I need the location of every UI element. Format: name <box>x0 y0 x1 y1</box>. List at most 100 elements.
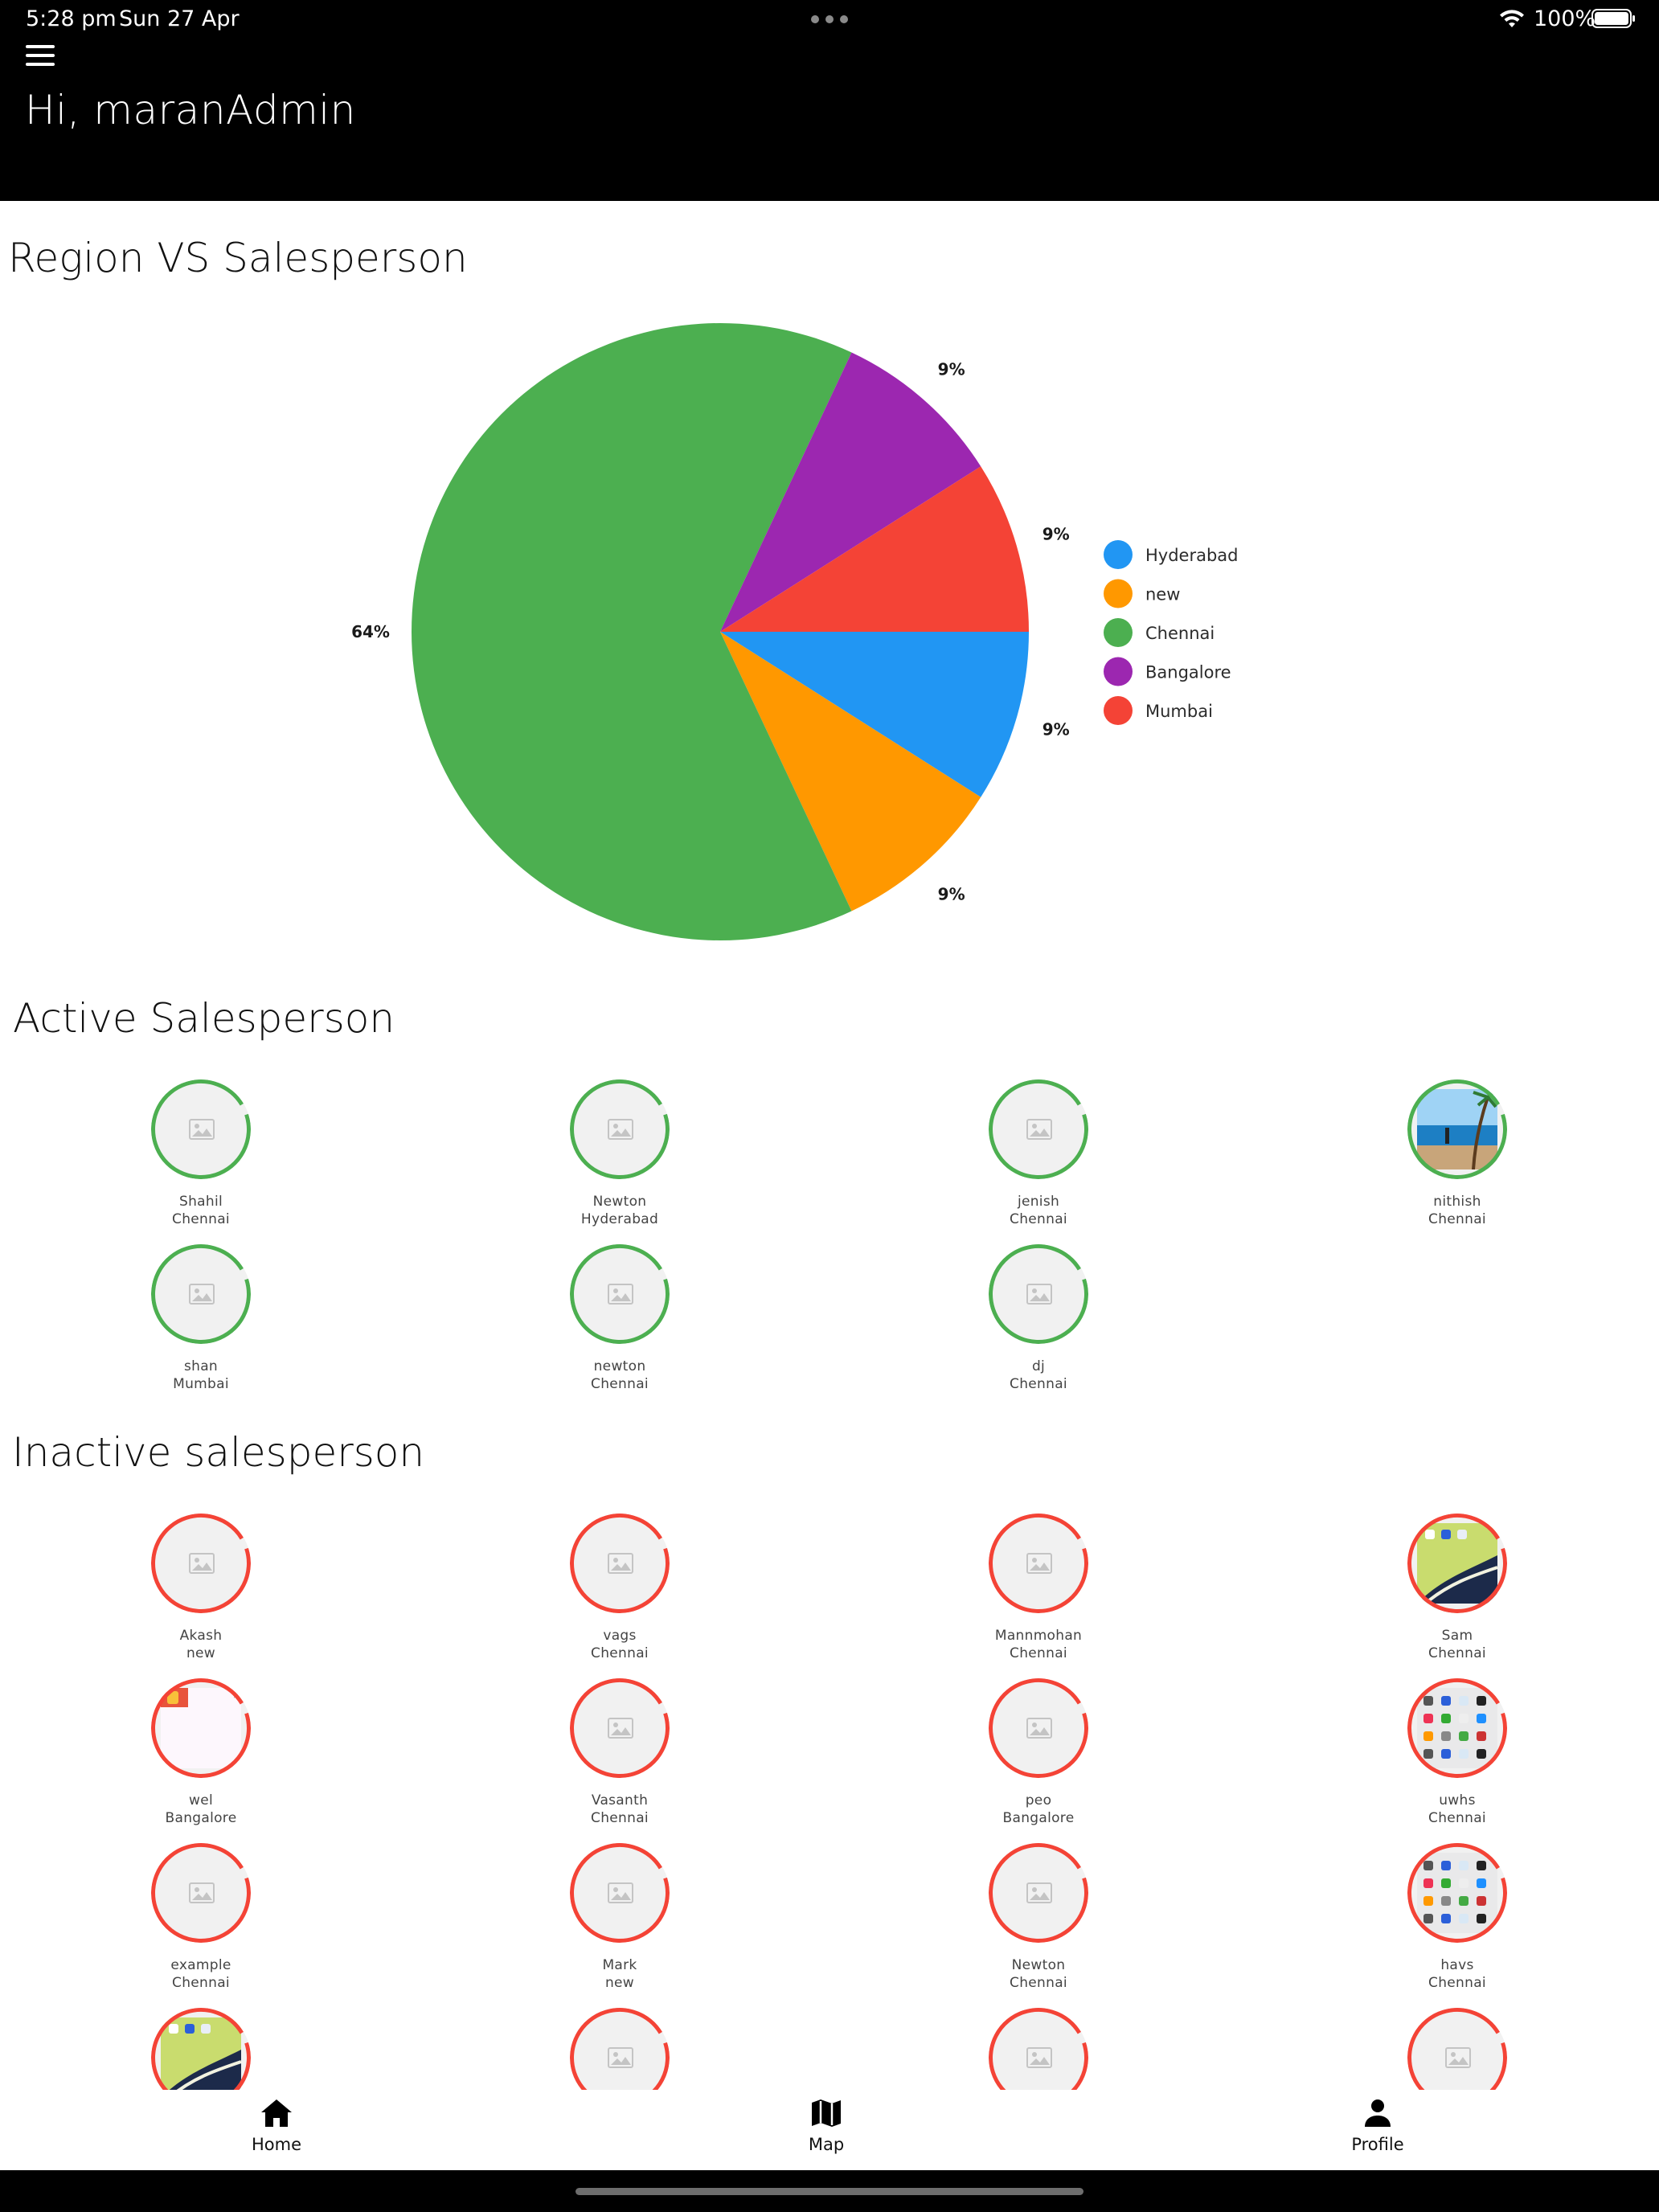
salesperson-name: shan <box>183 1358 219 1374</box>
profile-photo <box>1417 1688 1497 1768</box>
salesperson-card[interactable]: × wel Bangalore <box>96 1678 305 1839</box>
nav-profile-label: Profile <box>1351 2135 1404 2154</box>
salesperson-city: Chennai <box>591 1376 649 1392</box>
status-ring <box>989 1079 1088 1179</box>
image-placeholder-icon <box>1026 2047 1052 2068</box>
salesperson-avatar[interactable] <box>989 1514 1088 1613</box>
image-placeholder-icon <box>608 1718 633 1739</box>
salesperson-avatar[interactable] <box>570 1843 670 1943</box>
salesperson-card[interactable]: jenish Chennai <box>934 1079 1143 1240</box>
salesperson-card[interactable]: dj Chennai <box>934 1244 1143 1405</box>
salesperson-city: Chennai <box>172 1211 230 1227</box>
status-ring <box>989 1678 1088 1778</box>
hamburger-menu-icon[interactable] <box>26 43 55 68</box>
salesperson-name: Vasanth <box>591 1792 649 1809</box>
profile-photo <box>161 2017 241 2098</box>
status-ring <box>1407 1678 1507 1778</box>
map-icon <box>812 2099 841 2127</box>
salesperson-card[interactable]: shan Mumbai <box>96 1244 305 1405</box>
status-ring <box>151 1514 251 1613</box>
inactive-section-title: Inactive salesperson <box>12 1429 425 1476</box>
salesperson-avatar[interactable] <box>989 1079 1088 1179</box>
salesperson-card[interactable]: Sam Chennai <box>1353 1514 1562 1674</box>
status-ring <box>151 1079 251 1179</box>
salesperson-card[interactable]: peo Bangalore <box>934 1678 1143 1839</box>
salesperson-city: Bangalore <box>165 1810 237 1826</box>
battery-percentage: 100% <box>1534 6 1596 31</box>
salesperson-card[interactable]: nithish Chennai <box>1353 1079 1562 1240</box>
salesperson-name: peo <box>1025 1792 1052 1809</box>
salesperson-card[interactable]: uwhs Chennai <box>1353 1678 1562 1839</box>
status-ring <box>1407 1843 1507 1943</box>
pie-slice-new[interactable] <box>720 632 981 911</box>
salesperson-avatar[interactable] <box>151 1079 251 1179</box>
pie-slice-hyderabad[interactable] <box>720 632 1029 797</box>
salesperson-card[interactable]: Akash new <box>96 1514 305 1674</box>
status-time: 5:28 pm <box>26 6 117 31</box>
salesperson-avatar[interactable] <box>1407 1843 1507 1943</box>
salesperson-avatar[interactable] <box>1407 1678 1507 1778</box>
salesperson-card[interactable]: Mark new <box>515 1843 724 2004</box>
status-ring <box>989 1514 1088 1613</box>
pie-slice-chennai[interactable] <box>412 323 852 940</box>
salesperson-city: Hyderabad <box>580 1211 659 1227</box>
status-ring <box>151 1244 251 1344</box>
pie-slice-mumbai[interactable] <box>720 466 1029 632</box>
bottom-navigation-bar: Home Map Profile <box>0 2090 1659 2170</box>
salesperson-card[interactable]: Newton Chennai <box>934 1843 1143 2004</box>
salesperson-avatar[interactable] <box>151 1244 251 1344</box>
salesperson-avatar[interactable] <box>570 1079 670 1179</box>
image-placeholder-icon <box>1026 1882 1052 1903</box>
pie-slice-bangalore[interactable] <box>720 352 981 632</box>
salesperson-avatar[interactable] <box>570 1244 670 1344</box>
salesperson-avatar[interactable]: × <box>151 1678 251 1778</box>
nav-map[interactable]: Map <box>762 2098 891 2170</box>
nav-home[interactable]: Home <box>212 2098 341 2170</box>
salesperson-card[interactable]: newton Chennai <box>515 1244 724 1405</box>
salesperson-name: Mark <box>602 1957 637 1973</box>
salesperson-avatar[interactable] <box>989 1843 1088 1943</box>
salesperson-card[interactable]: example Chennai <box>96 1843 305 2004</box>
status-ring <box>151 1678 251 1778</box>
salesperson-city: new <box>186 1645 216 1661</box>
image-placeholder-icon <box>608 1119 633 1140</box>
salesperson-avatar[interactable] <box>151 1514 251 1613</box>
image-placeholder-icon <box>608 1553 633 1574</box>
salesperson-avatar[interactable] <box>151 1843 251 1943</box>
home-indicator[interactable] <box>576 2188 1083 2195</box>
salesperson-city: Chennai <box>1010 1376 1067 1392</box>
salesperson-card[interactable]: Shahil Chennai <box>96 1079 305 1240</box>
salesperson-card[interactable]: Newton Hyderabad <box>515 1079 724 1240</box>
pie-label-mumbai: 9% <box>1043 525 1070 544</box>
region-pie-chart: 9% 9% 64% 9% 9% Hyderabad new Chennai Bangalore M… <box>351 323 1239 940</box>
wifi-icon <box>1500 10 1524 27</box>
salesperson-avatar[interactable] <box>989 1244 1088 1344</box>
salesperson-city: Chennai <box>172 1975 230 1991</box>
salesperson-name: Sam <box>1441 1628 1473 1644</box>
image-placeholder-icon <box>189 1553 215 1574</box>
salesperson-card[interactable]: vags Chennai <box>515 1514 724 1674</box>
salesperson-avatar[interactable] <box>570 1678 670 1778</box>
image-placeholder-icon <box>608 1284 633 1305</box>
multitasking-dots-icon[interactable] <box>811 15 848 23</box>
status-ring <box>570 1843 670 1943</box>
salesperson-name: vags <box>603 1628 637 1644</box>
salesperson-name: Newton <box>592 1194 647 1210</box>
legend-label-mumbai: Mumbai <box>1145 702 1213 721</box>
salesperson-name: Shahil <box>178 1194 223 1210</box>
pie-label-chennai: 64% <box>351 622 390 641</box>
salesperson-name: newton <box>593 1358 646 1374</box>
salesperson-card[interactable]: havs Chennai <box>1353 1843 1562 2004</box>
salesperson-card[interactable]: Vasanth Chennai <box>515 1678 724 1839</box>
salesperson-avatar[interactable] <box>1407 1514 1507 1613</box>
salesperson-city: Chennai <box>591 1810 649 1826</box>
nav-profile[interactable]: Profile <box>1313 2098 1442 2170</box>
salesperson-avatar[interactable] <box>1407 1079 1507 1179</box>
image-placeholder-icon <box>1445 2047 1471 2068</box>
salesperson-name: havs <box>1440 1957 1474 1973</box>
salesperson-avatar[interactable] <box>989 1678 1088 1778</box>
salesperson-card[interactable]: Mannmohan Chennai <box>934 1514 1143 1674</box>
salesperson-avatar[interactable] <box>570 1514 670 1613</box>
salesperson-city: new <box>604 1975 635 1991</box>
app-header: 5:28 pm Sun 27 Apr 100% Hi, maranAdmin <box>0 0 1659 201</box>
